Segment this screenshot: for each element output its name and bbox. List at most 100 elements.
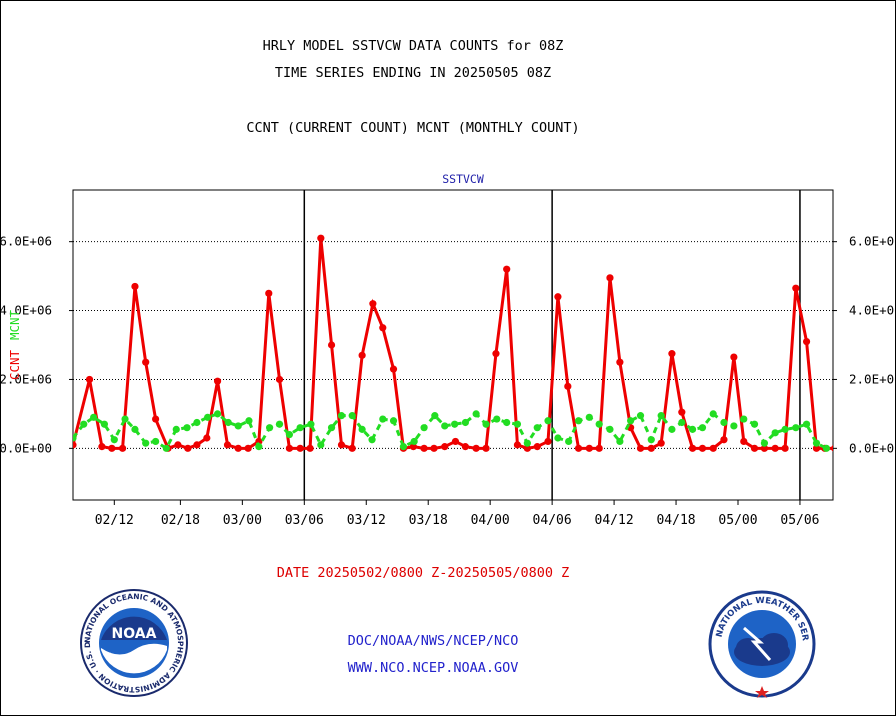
point-ccnt-19 [275, 375, 284, 384]
point-ccnt-44 [533, 443, 541, 451]
point-ccnt-50 [595, 444, 603, 452]
x-tick-label-0: 02/12 [95, 513, 134, 528]
point-ccnt-52 [616, 358, 624, 366]
point-mcnt-21 [285, 430, 294, 439]
website-link[interactable]: WWW.NCO.NCEP.NOAA.GOV [347, 660, 519, 676]
y-right-tick-label-3: 6.0E+06 [849, 234, 896, 249]
point-ccnt-3 [108, 444, 116, 452]
point-ccnt-22 [306, 444, 314, 452]
y-axis-label-mcnt: MCNT [7, 309, 22, 340]
x-tick-label-7: 04/06 [533, 513, 572, 528]
point-mcnt-8 [152, 437, 160, 446]
point-ccnt-11 [193, 441, 201, 449]
point-mcnt-12 [193, 418, 201, 427]
point-mcnt-72 [812, 439, 821, 447]
x-tick-label-8: 04/12 [595, 513, 634, 528]
point-ccnt-55 [647, 444, 655, 452]
point-mcnt-34 [420, 424, 428, 432]
point-mcnt-52 [606, 425, 614, 433]
x-tick-label-4: 03/12 [347, 513, 386, 528]
plot-frame [72, 189, 834, 501]
point-ccnt-70 [802, 337, 811, 346]
point-mcnt-32 [399, 443, 408, 451]
nws-logo: NATIONAL WEATHER SERVICE [708, 590, 816, 698]
point-ccnt-40 [492, 350, 500, 358]
point-ccnt-65 [750, 444, 759, 452]
x-tick-label-6: 04/00 [471, 513, 510, 528]
point-mcnt-71 [802, 420, 811, 428]
y-left-tick-label-0: 0.0E+00 [0, 440, 52, 455]
x-tick-label-3: 03/06 [285, 513, 324, 528]
point-ccnt-20 [285, 444, 294, 452]
point-ccnt-47 [564, 382, 572, 390]
point-mcnt-6 [131, 425, 139, 433]
point-ccnt-58 [678, 408, 686, 416]
point-mcnt-3 [100, 420, 108, 428]
point-mcnt-47 [554, 434, 562, 442]
point-ccnt-54 [636, 444, 645, 452]
point-mcnt-61 [698, 424, 707, 432]
point-mcnt-69 [781, 425, 789, 433]
point-ccnt-64 [740, 437, 748, 446]
series-mcnt [73, 410, 830, 452]
point-ccnt-73 [831, 445, 833, 452]
point-ccnt-16 [244, 444, 252, 452]
x-tick-label-10: 05/00 [718, 513, 757, 528]
point-mcnt-19 [266, 424, 274, 432]
chart-title-line1: HRLY MODEL SSTVCW DATA COUNTS for 08Z [262, 38, 564, 54]
point-mcnt-56 [647, 436, 655, 444]
point-mcnt-28 [358, 425, 366, 433]
x-tick-label-1: 02/18 [161, 513, 200, 528]
point-ccnt-34 [430, 444, 438, 452]
point-mcnt-33 [410, 437, 418, 446]
point-mcnt-66 [750, 420, 759, 428]
point-mcnt-70 [792, 424, 800, 432]
point-ccnt-45 [544, 437, 552, 446]
point-ccnt-60 [698, 444, 707, 452]
point-ccnt-26 [348, 444, 356, 452]
y-right-tick-label-0: 0.0E+00 [849, 440, 896, 455]
point-mcnt-45 [533, 424, 541, 432]
x-tick-label-11: 05/06 [780, 513, 819, 528]
point-ccnt-24 [327, 341, 336, 349]
point-mcnt-36 [441, 422, 449, 430]
y-left-tick-label-3: 6.0E+06 [0, 234, 52, 249]
point-ccnt-38 [472, 444, 480, 452]
y-axis-label-ccnt: CCNT [7, 349, 22, 380]
point-ccnt-75 [852, 281, 859, 288]
point-mcnt-58 [668, 425, 676, 433]
point-mcnt-73 [822, 444, 830, 452]
noaa-logo-text: NOAA [112, 626, 157, 642]
point-mcnt-17 [245, 417, 253, 425]
point-ccnt-66 [760, 444, 769, 452]
point-ccnt-15 [234, 444, 242, 452]
point-ccnt-27 [358, 351, 366, 359]
point-ccnt-10 [184, 444, 192, 452]
point-mcnt-43 [513, 420, 522, 428]
point-ccnt-6 [142, 358, 150, 366]
point-ccnt-7 [152, 415, 160, 423]
point-mcnt-14 [213, 410, 222, 418]
point-mcnt-26 [337, 412, 346, 420]
org-path-link[interactable]: DOC/NOAA/NWS/NCEP/NCO [347, 633, 519, 649]
y-left-tick-label-1: 2.0E+06 [0, 371, 52, 386]
point-mcnt-50 [585, 413, 593, 421]
point-mcnt-37 [451, 420, 459, 428]
chart-subtitle-legend: CCNT (CURRENT COUNT) MCNT (MONTHLY COUNT… [246, 120, 580, 136]
point-mcnt-53 [616, 437, 624, 446]
point-ccnt-46 [554, 293, 562, 301]
point-mcnt-9 [162, 444, 170, 452]
point-ccnt-62 [720, 436, 728, 444]
point-ccnt-48 [574, 444, 583, 452]
point-ccnt-25 [337, 441, 346, 449]
point-ccnt-29 [379, 324, 387, 332]
point-mcnt-16 [234, 422, 242, 430]
point-mcnt-49 [574, 417, 583, 425]
point-mcnt-65 [740, 415, 748, 423]
point-ccnt-30 [389, 365, 398, 373]
point-ccnt-21 [296, 444, 304, 452]
point-mcnt-35 [431, 412, 439, 420]
point-mcnt-2 [90, 413, 98, 421]
point-ccnt-42 [513, 441, 522, 449]
point-mcnt-68 [771, 429, 779, 437]
